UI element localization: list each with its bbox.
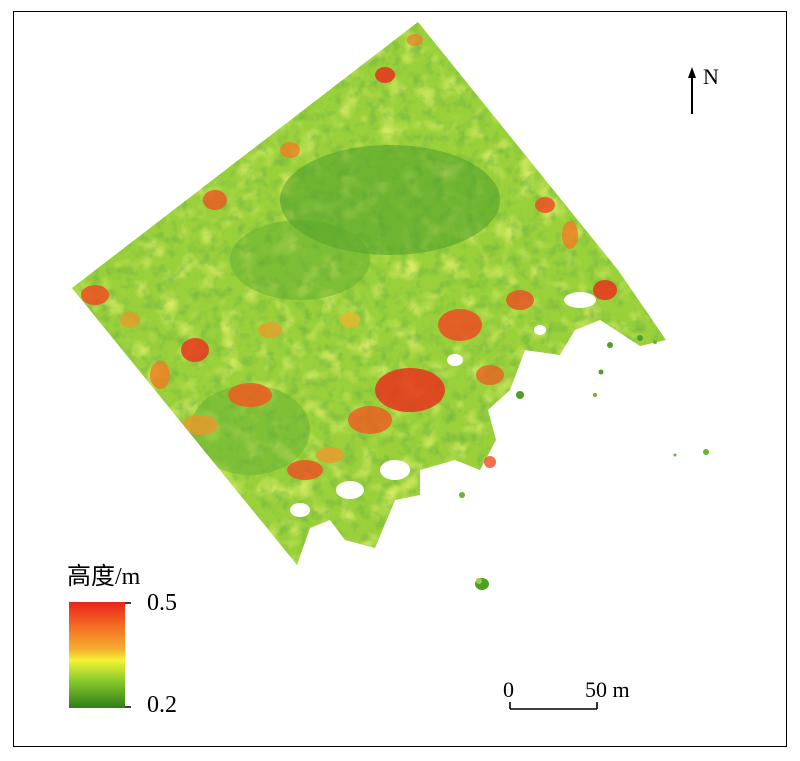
legend-color-bar bbox=[69, 602, 125, 708]
high-canopy-patches bbox=[81, 34, 617, 480]
legend-max-label: 0.5 bbox=[147, 590, 177, 616]
outlying-vegetation bbox=[459, 335, 709, 590]
north-arrow-icon bbox=[688, 67, 696, 114]
gap-patches bbox=[290, 292, 596, 517]
legend-title: 高度/m bbox=[67, 564, 141, 590]
legend-min-label: 0.2 bbox=[147, 692, 177, 718]
north-label: N bbox=[703, 64, 719, 89]
vegetation-area bbox=[72, 22, 666, 565]
scale-zero-label: 0 bbox=[503, 677, 514, 702]
scale-distance-label: 50 m bbox=[585, 677, 630, 702]
scale-bar bbox=[509, 702, 598, 710]
